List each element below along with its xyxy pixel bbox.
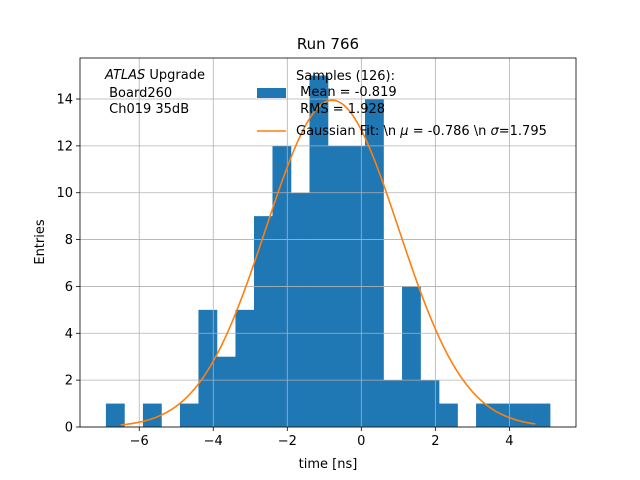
histogram-bar [253, 216, 273, 427]
y-tick-label: 4 [65, 327, 73, 342]
atlas-annotation-board: Board260 [105, 86, 172, 101]
y-tick-label: 8 [65, 233, 73, 248]
atlas-italic-label: ATLAS [104, 68, 145, 83]
legend-fit-label: Gaussian Fit: \n μ = -0.786 \n σ=1.795 [296, 124, 547, 139]
histogram-bar [402, 286, 421, 427]
histogram-bar [365, 99, 384, 427]
y-tick-label: 2 [65, 374, 73, 389]
x-tick-label: −6 [130, 434, 149, 449]
histogram-bar [198, 309, 218, 427]
histogram-bar [476, 403, 495, 427]
histogram-bar [531, 403, 551, 427]
legend-fit-suffix: =1.795 [499, 124, 547, 139]
legend-fit-prefix: Gaussian Fit: \n [296, 124, 400, 139]
y-tick-label: 12 [56, 139, 73, 154]
x-tick-label: 0 [357, 434, 365, 449]
histogram-bar [439, 403, 458, 427]
y-axis-label: Entries [33, 219, 48, 265]
atlas-upgrade-label: Upgrade [145, 68, 205, 83]
ticks-layer: −6 −4 −2 0 2 4 0 2 4 6 8 10 12 14 [56, 93, 513, 450]
x-tick-label: −4 [204, 434, 223, 449]
axes-frame [79, 57, 577, 428]
histogram-bar [235, 309, 255, 427]
legend-fit-sigma-symbol: σ [491, 124, 500, 139]
atlas-annotation-line1: ATLAS Upgrade [104, 68, 205, 83]
y-tick-label: 10 [56, 186, 73, 201]
histogram-bar [420, 380, 440, 427]
legend-samples-title: Samples (126): [296, 69, 395, 84]
atlas-annotation-channel: Ch019 35dB [105, 102, 189, 117]
y-tick-label: 6 [65, 280, 73, 295]
chart-title: Run 766 [297, 35, 359, 53]
legend-samples-mean: Mean = -0.819 [296, 85, 397, 100]
legend-samples-rms: RMS = 1.928 [296, 102, 385, 117]
histogram-bar [309, 75, 329, 427]
histogram-bar [142, 403, 162, 427]
gaussian-fit-curve [120, 99, 536, 426]
y-tick-label: 14 [56, 93, 73, 108]
bars-layer [105, 75, 551, 428]
histogram-bar [216, 356, 236, 427]
histogram-bar [179, 403, 199, 427]
histogram-bar [383, 380, 403, 427]
legend-fit-mid: = -0.786 \n [409, 124, 491, 139]
x-tick-label: −2 [278, 434, 297, 449]
x-axis-label: time [ns] [299, 457, 358, 472]
fit-layer [120, 99, 536, 426]
x-tick-label: 4 [505, 434, 513, 449]
histogram-bar [290, 192, 310, 427]
legend-fit-mu-symbol: μ [399, 124, 408, 139]
histogram-bar [105, 403, 125, 427]
legend-samples-swatch [257, 88, 286, 98]
y-tick-label: 0 [65, 421, 73, 436]
x-tick-label: 2 [431, 434, 439, 449]
